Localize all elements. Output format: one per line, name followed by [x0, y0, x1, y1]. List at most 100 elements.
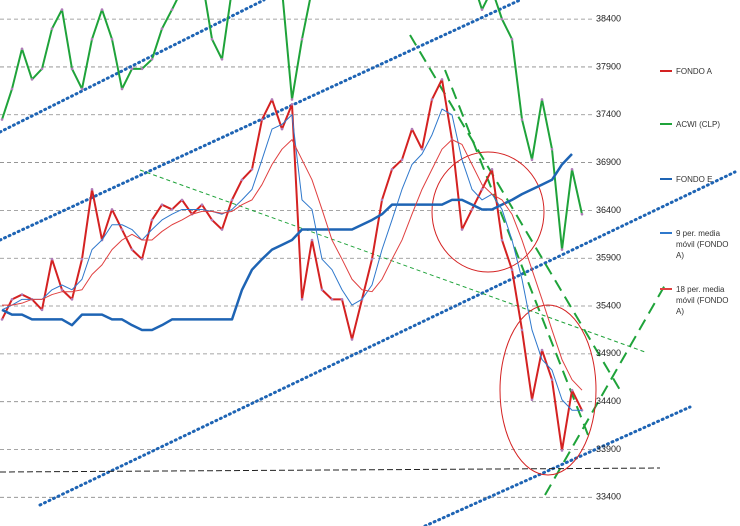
trend-line [423, 405, 692, 526]
data-point [120, 228, 124, 231]
data-point [10, 87, 14, 91]
data-point [20, 47, 24, 51]
legend-label: FONDO E [676, 175, 713, 184]
y-tick-label: 33400 [596, 492, 621, 502]
data-point [210, 37, 214, 41]
data-point [540, 348, 544, 352]
trend-line [38, 170, 737, 507]
y-tick-label: 37900 [596, 61, 621, 71]
data-point [540, 98, 544, 101]
legend-item: FONDO E [660, 174, 738, 185]
series-line [1, 78, 583, 452]
data-point [550, 378, 554, 381]
y-tick-label: 33900 [596, 444, 621, 454]
data-point [140, 67, 144, 71]
data-point [110, 37, 114, 41]
data-point [80, 87, 84, 91]
data-point [70, 298, 74, 301]
legend-swatch [660, 232, 672, 234]
data-point [280, 127, 284, 131]
data-point [290, 102, 294, 106]
data-point [170, 8, 174, 11]
legend-label: ACWI (CLP) [676, 120, 720, 129]
data-point [90, 37, 94, 41]
data-point [60, 288, 64, 292]
data-point [40, 67, 44, 71]
data-point [400, 158, 404, 162]
data-point [170, 208, 174, 211]
data-point [80, 257, 84, 261]
data-point [160, 27, 164, 30]
data-point [310, 238, 314, 242]
data-point [470, 208, 474, 211]
data-point [500, 238, 504, 242]
data-point [440, 78, 444, 81]
data-point [150, 57, 154, 61]
legend-item: 9 per. media móvil (FONDO A) [660, 228, 738, 261]
legend-swatch [660, 70, 672, 72]
data-point [60, 8, 64, 11]
data-point [340, 298, 344, 301]
data-point [410, 127, 414, 131]
data-point [350, 338, 354, 341]
data-point [380, 198, 384, 202]
data-point [550, 147, 554, 151]
legend-swatch [660, 178, 672, 180]
y-tick-label: 34900 [596, 348, 621, 358]
data-point [420, 147, 424, 151]
data-point [260, 118, 264, 121]
data-point [240, 178, 244, 182]
data-point [300, 298, 304, 301]
data-point [200, 203, 204, 206]
data-point [320, 288, 324, 292]
trend-line [139, 169, 646, 353]
data-point [530, 398, 534, 402]
data-point [0, 318, 4, 321]
data-point [20, 293, 24, 296]
data-point [50, 257, 54, 261]
data-point [530, 158, 534, 162]
data-point [160, 203, 164, 206]
highlight-circle [431, 151, 545, 273]
trend-line [444, 69, 591, 441]
legend-swatch [660, 123, 672, 125]
data-point [90, 188, 94, 191]
data-point [30, 78, 34, 81]
legend-item: ACWI (CLP) [660, 119, 738, 130]
legend-label: FONDO A [676, 67, 713, 76]
series-line [1, 108, 582, 411]
data-point [500, 17, 504, 21]
data-point [120, 87, 124, 91]
data-point [40, 308, 44, 312]
series-group [0, 0, 584, 452]
legend-label: 18 per. media móvil (FONDO A) [676, 285, 729, 316]
data-point [300, 37, 304, 41]
data-point [290, 98, 294, 101]
data-point [0, 118, 4, 121]
y-tick-label: 37400 [596, 109, 621, 119]
data-point [560, 248, 564, 251]
series-line [2, 139, 583, 391]
data-point [570, 388, 574, 392]
series-line [1, 153, 573, 332]
data-point [480, 8, 484, 11]
data-point [10, 298, 14, 301]
data-point [430, 98, 434, 101]
data-point [180, 198, 184, 202]
trend-line [544, 284, 666, 496]
data-point [330, 298, 334, 301]
legend-swatch [660, 288, 672, 290]
data-point [370, 257, 374, 261]
legend-item: FONDO A [660, 66, 738, 77]
data-point [100, 8, 104, 11]
trend-line [0, 0, 266, 134]
data-point [390, 167, 394, 171]
data-point [510, 37, 514, 41]
data-point [130, 67, 134, 71]
trend-line [0, 0, 522, 242]
data-point [250, 167, 254, 171]
y-tick-label: 35400 [596, 300, 621, 310]
data-point [110, 208, 114, 211]
